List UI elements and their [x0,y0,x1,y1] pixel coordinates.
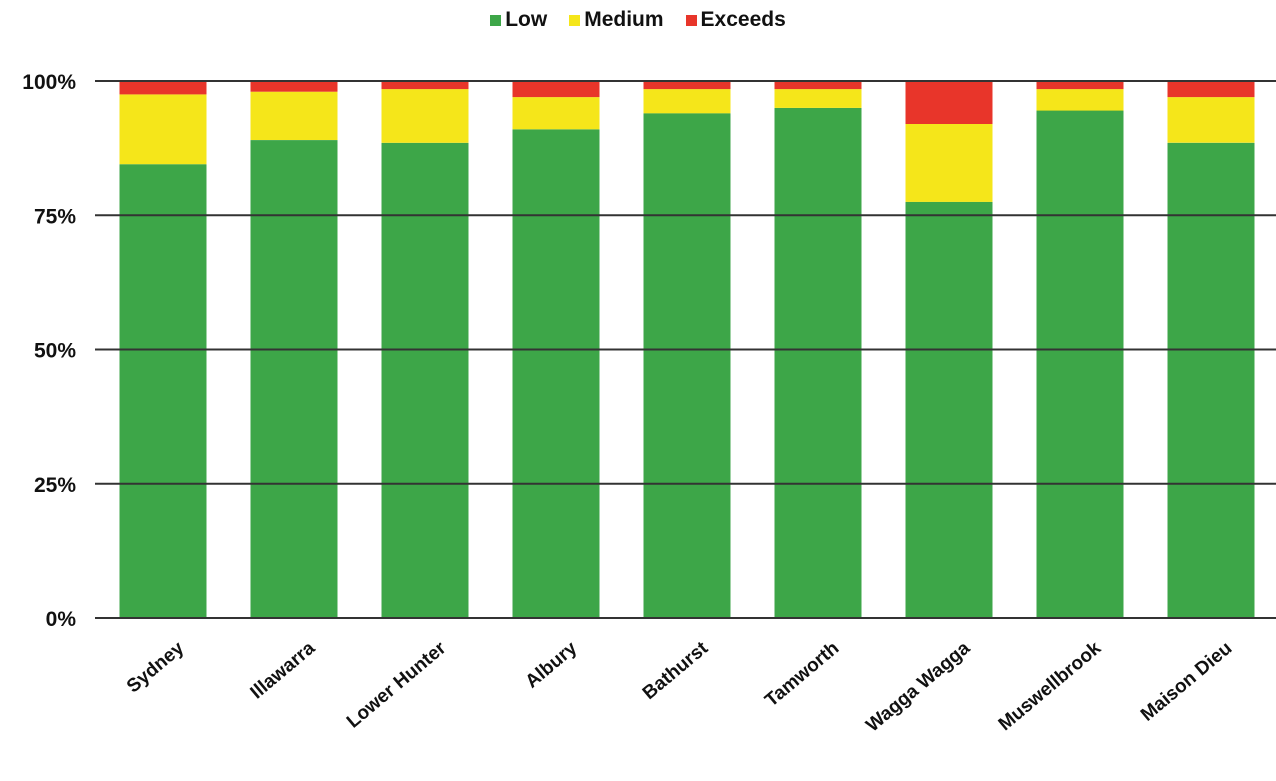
bar-exceeds-sydney [119,81,207,95]
bar-exceeds-wagga-wagga [905,81,993,124]
bar-medium-bathurst [643,89,731,114]
y-tick-label: 25% [34,474,76,497]
bar-exceeds-tamworth [774,81,862,90]
y-tick-label: 0% [46,608,77,631]
legend-label-low: Low [505,8,548,31]
bar-low-wagga-wagga [905,201,993,619]
bar-medium-wagga-wagga [905,124,993,202]
bar-medium-lower-hunter [381,89,469,143]
x-tick-label: Sydney [123,637,189,697]
x-tick-label: Bathurst [639,637,713,704]
bar-medium-albury [512,97,600,130]
x-tick-label: Tamworth [761,638,843,712]
bar-low-maison-dieu [1167,142,1255,619]
legend: Low Medium Exceeds [0,8,1276,32]
y-tick-label: 75% [34,205,76,228]
bar-medium-illawarra [250,91,338,140]
x-tick-label: Lower Hunter [343,637,451,732]
legend-swatch-low [490,14,502,26]
bar-low-albury [512,129,600,619]
x-tick-label: Maison Dieu [1137,638,1236,726]
legend-label-medium: Medium [584,8,664,31]
legend-item-exceeds: Exceeds [685,8,786,32]
bar-medium-maison-dieu [1167,97,1255,143]
bar-exceeds-illawarra [250,81,338,92]
y-tick-label: 50% [34,340,76,363]
bar-medium-tamworth [774,89,862,108]
legend-swatch-exceeds [685,14,697,26]
bar-exceeds-lower-hunter [381,81,469,90]
bar-low-illawarra [250,140,338,618]
bar-low-bathurst [643,113,731,618]
bar-medium-muswellbrook [1036,89,1124,111]
legend-item-medium: Medium [569,8,664,32]
bar-exceeds-maison-dieu [1167,81,1255,98]
bar-low-muswellbrook [1036,110,1124,618]
bar-low-lower-hunter [381,142,469,619]
x-tick-label: Albury [522,637,582,692]
bar-low-tamworth [774,107,862,619]
legend-item-low: Low [490,8,547,32]
bar-exceeds-bathurst [643,81,731,90]
x-tick-label: Wagga Wagga [862,637,974,736]
y-tick-label: 100% [22,71,76,94]
x-tick-label: Illawarra [247,637,320,703]
x-tick-label: Muswellbrook [995,637,1106,735]
bar-medium-sydney [119,94,207,165]
legend-label-exceeds: Exceeds [700,8,786,31]
bar-low-sydney [119,164,207,618]
bar-exceeds-muswellbrook [1036,81,1124,90]
bar-exceeds-albury [512,81,600,98]
legend-swatch-medium [569,14,581,26]
